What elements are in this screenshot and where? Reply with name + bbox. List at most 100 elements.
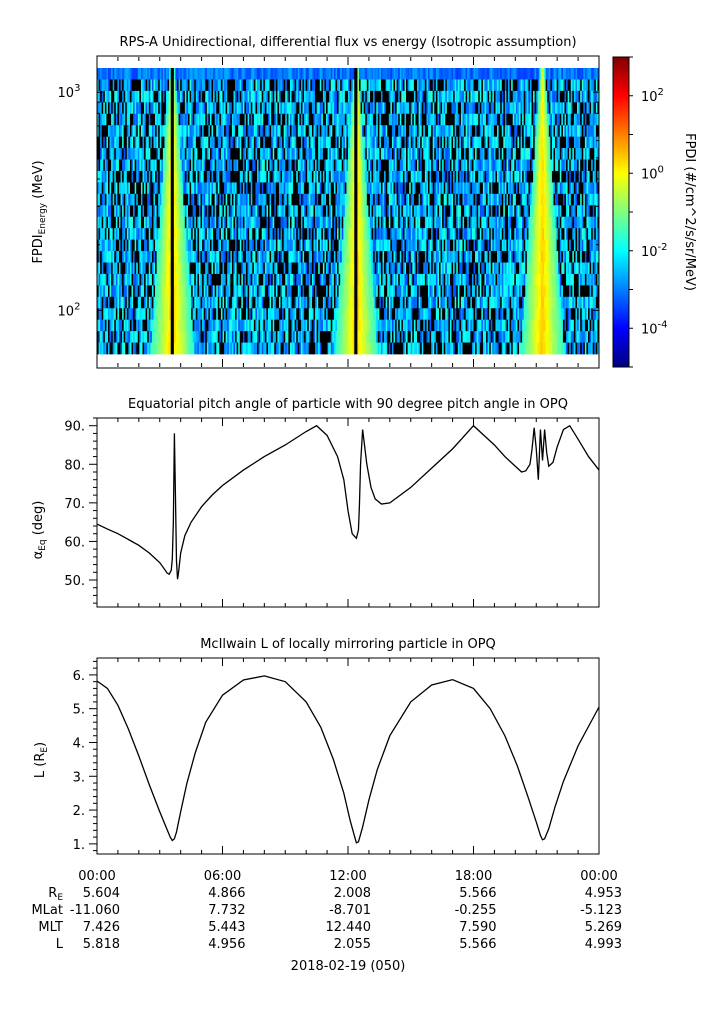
heatmap-cell <box>214 205 217 218</box>
heatmap-cell <box>233 216 236 229</box>
heatmap-cell <box>198 136 201 149</box>
heatmap-cell <box>153 285 156 298</box>
heatmap-cell <box>209 251 212 263</box>
heatmap-cell <box>180 79 183 92</box>
heatmap-cell <box>169 90 172 103</box>
heatmap-cell <box>126 273 129 286</box>
heatmap-cell <box>208 159 211 172</box>
heatmap-cell <box>161 170 164 183</box>
heatmap-cell <box>200 285 203 298</box>
heatmap-cell <box>321 342 324 355</box>
heatmap-cell <box>189 159 192 172</box>
heatmap-cell <box>278 262 281 275</box>
heatmap-cell <box>247 68 250 80</box>
heatmap-cell <box>346 319 349 332</box>
heatmap-cell <box>145 102 148 115</box>
heatmap-cell <box>351 273 354 286</box>
heatmap-cell <box>147 239 150 252</box>
heatmap-cell <box>297 273 300 286</box>
heatmap-cell <box>172 262 175 275</box>
heatmap-cell <box>216 182 219 195</box>
heatmap-cell <box>242 308 245 321</box>
heatmap-cell <box>302 308 305 321</box>
heatmap-cell <box>148 170 151 183</box>
heatmap-cell <box>173 342 176 355</box>
heatmap-cell <box>343 193 346 206</box>
heatmap-cell <box>255 308 258 321</box>
heatmap-cell <box>137 193 140 206</box>
heatmap-cell <box>271 68 274 80</box>
heatmap-cell <box>310 136 313 149</box>
heatmap-cell <box>205 68 208 80</box>
heatmap-cell <box>228 331 231 343</box>
heatmap-cell <box>310 216 313 229</box>
heatmap-cell <box>144 79 146 92</box>
heatmap-cell <box>360 159 363 172</box>
heatmap-cell <box>316 68 319 80</box>
heatmap-cell <box>404 193 407 206</box>
heatmap-cell <box>112 262 115 275</box>
heatmap-cell <box>153 102 156 115</box>
heatmap-cell <box>264 308 267 321</box>
heatmap-cell <box>311 170 314 183</box>
heatmap-cell <box>390 159 393 172</box>
heatmap-cell <box>319 68 322 80</box>
heatmap-cell <box>222 251 225 263</box>
heatmap-cell <box>111 331 114 343</box>
heatmap-cell <box>195 159 198 172</box>
heatmap-cell <box>305 331 308 343</box>
heatmap-cell <box>155 319 157 332</box>
heatmap-cell <box>283 205 286 218</box>
heatmap-cell <box>257 136 259 149</box>
heatmap-cell <box>133 319 135 332</box>
heatmap-cell <box>104 90 107 103</box>
heatmap-cell <box>315 113 317 126</box>
heatmap-cell <box>217 193 220 206</box>
heatmap-cell <box>369 136 372 149</box>
heatmap-cell <box>341 125 344 137</box>
heatmap-cell <box>398 113 401 126</box>
heatmap-cell <box>180 308 183 321</box>
heatmap-cell <box>296 296 299 309</box>
heatmap-cell <box>233 273 236 286</box>
heatmap-cell <box>153 136 156 149</box>
heatmap-cell <box>137 90 140 103</box>
heatmap-cell <box>311 113 314 126</box>
heatmap-cell <box>382 342 385 355</box>
heatmap-cell <box>151 205 154 218</box>
heatmap-cell <box>159 159 162 172</box>
heatmap-cell <box>203 205 206 218</box>
heatmap-cell <box>211 342 214 355</box>
heatmap-cell <box>333 159 336 172</box>
heatmap-cell <box>409 90 412 103</box>
heatmap-cell <box>197 239 200 252</box>
heatmap-cell <box>354 159 357 172</box>
heatmap-cell <box>244 342 247 355</box>
heatmap-cell <box>111 170 114 183</box>
heatmap-cell <box>304 148 306 160</box>
heatmap-cell <box>282 68 285 80</box>
heatmap-cell <box>142 136 145 149</box>
heatmap-cell <box>269 182 272 195</box>
heatmap-cell <box>393 113 396 126</box>
heatmap-cell <box>106 228 109 240</box>
heatmap-cell <box>142 228 145 240</box>
heatmap-cell <box>156 296 159 309</box>
heatmap-cell <box>173 239 176 252</box>
heatmap-cell <box>159 342 162 355</box>
heatmap-cell <box>118 148 121 160</box>
heatmap-cell <box>376 136 379 149</box>
heatmap-cell <box>100 68 103 80</box>
heatmap-cell <box>222 148 225 160</box>
heatmap-cell <box>186 90 189 103</box>
heatmap-cell <box>382 90 385 103</box>
heatmap-cell <box>269 170 272 183</box>
heatmap-cell <box>305 216 308 229</box>
heatmap-cell <box>313 285 316 298</box>
heatmap-cell <box>310 239 313 252</box>
heatmap-cell <box>242 68 245 80</box>
heatmap-cell <box>139 308 142 321</box>
heatmap-cell <box>155 205 157 218</box>
heatmap-cell <box>376 216 379 229</box>
heatmap-cell <box>365 228 368 240</box>
